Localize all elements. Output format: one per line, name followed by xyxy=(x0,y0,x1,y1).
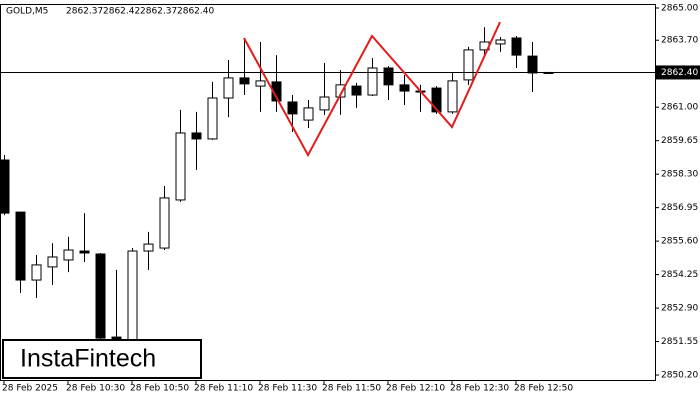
candle-body xyxy=(31,264,42,281)
y-tick-label: 2863.70 xyxy=(661,36,698,46)
candle-body xyxy=(175,132,186,201)
candle-body xyxy=(255,80,266,87)
candle-body xyxy=(303,107,314,121)
pattern-line xyxy=(243,21,501,158)
x-tick-label: 28 Feb 2025 xyxy=(2,384,58,394)
ohlc-open: 2862.37 xyxy=(66,7,103,17)
x-tick-label: 28 Feb 11:50 xyxy=(322,384,381,394)
current-price-label: 2862.40 xyxy=(661,68,698,78)
candle-body xyxy=(63,249,74,261)
candle-body xyxy=(431,87,442,113)
candle-body xyxy=(367,67,378,96)
candle-body xyxy=(95,253,106,339)
y-tick-label: 2854.25 xyxy=(661,270,698,280)
candle-body xyxy=(0,159,10,214)
candle-body xyxy=(463,49,474,81)
x-tick-label: 28 Feb 10:50 xyxy=(130,384,189,394)
candle-body xyxy=(191,132,202,140)
x-tick-label: 28 Feb 11:30 xyxy=(258,384,317,394)
candle-body xyxy=(319,96,330,111)
candle-body xyxy=(271,81,282,102)
symbol: GOLD,M5 xyxy=(6,7,48,17)
y-tick-label: 2861.00 xyxy=(661,103,698,113)
candle-body xyxy=(399,84,410,92)
y-tick-label: 2856.95 xyxy=(661,203,698,213)
candle-body xyxy=(47,256,58,268)
candle-body xyxy=(207,97,218,140)
watermark: InstaFintech xyxy=(20,345,156,373)
candle-body xyxy=(351,85,362,96)
ohlc-high: 2862.42 xyxy=(103,7,140,17)
y-tick-label: 2851.55 xyxy=(661,337,698,347)
y-tick-label: 2859.65 xyxy=(661,136,698,146)
y-tick-label: 2865.00 xyxy=(661,3,698,13)
watermark-box xyxy=(2,339,202,379)
x-tick-label: 28 Feb 10:30 xyxy=(66,384,125,394)
candle-body xyxy=(495,39,506,45)
y-tick-label: 2855.60 xyxy=(661,237,698,247)
candle-body xyxy=(15,211,26,281)
candle-body xyxy=(527,55,538,74)
candle-body xyxy=(127,250,138,341)
candle-body xyxy=(239,77,250,85)
plot-area xyxy=(0,21,655,343)
ohlc-close: 2862.40 xyxy=(177,7,214,17)
x-tick-label: 28 Feb 12:10 xyxy=(386,384,445,394)
y-tick-label: 2850.20 xyxy=(661,371,698,381)
y-tick-label: 2852.90 xyxy=(661,304,698,314)
candle-body xyxy=(287,101,298,115)
candle-body xyxy=(159,197,170,249)
candle-body xyxy=(79,250,90,254)
candle-body xyxy=(511,37,522,56)
x-tick-label: 28 Feb 12:30 xyxy=(450,384,509,394)
candle-body xyxy=(223,77,234,99)
current-price-box xyxy=(655,65,700,80)
candle-body xyxy=(383,67,394,86)
x-tick-label: 28 Feb 12:50 xyxy=(514,384,573,394)
y-tick-label: 2858.30 xyxy=(661,170,698,180)
candle-body xyxy=(335,84,346,98)
candle-body xyxy=(447,80,458,113)
candle-body xyxy=(143,243,154,252)
x-tick-label: 28 Feb 11:10 xyxy=(194,384,253,394)
ohlc-low: 2862.37 xyxy=(140,7,177,17)
